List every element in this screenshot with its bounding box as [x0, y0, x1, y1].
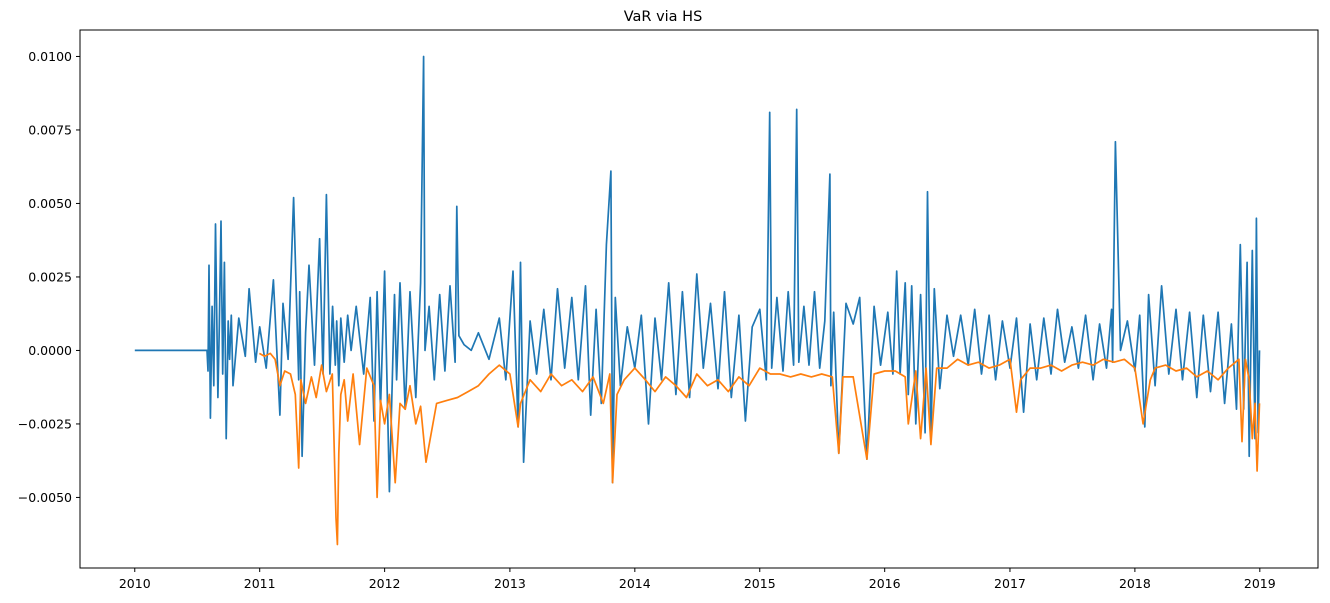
x-tick-label: 2015 [744, 576, 776, 591]
x-tick-label: 2010 [119, 576, 151, 591]
axes-layer: 2010 2011 2012 2013 2014 2015 2016 2017 2018 2019… [18, 29, 1319, 591]
y-tick-label: 0.0025 [28, 269, 72, 284]
x-tick-label: 2017 [994, 576, 1026, 591]
x-tick-label: 2016 [869, 576, 901, 591]
y-tick-label: 0.0075 [28, 122, 72, 137]
y-tick-label: 0.0000 [28, 343, 72, 358]
x-tick-label: 2013 [494, 576, 526, 591]
y-tick-label: 0.0100 [28, 49, 72, 64]
series-2-line [258, 352, 1261, 546]
x-tick-label: 2014 [619, 576, 651, 591]
y-tick-label: 0.0050 [28, 196, 72, 211]
x-tick-label: 2011 [244, 576, 276, 591]
x-tick-label: 2018 [1119, 576, 1151, 591]
y-tick-label: −0.0050 [18, 490, 72, 505]
y-tick-label: −0.0025 [18, 416, 72, 431]
x-tick-label: 2012 [369, 576, 401, 591]
series-1-line [134, 55, 1261, 493]
series-layer [134, 55, 1261, 546]
plot-frame [79, 29, 1319, 569]
x-tick-label: 2019 [1244, 576, 1276, 591]
chart-title: VaR via HS [624, 9, 703, 25]
